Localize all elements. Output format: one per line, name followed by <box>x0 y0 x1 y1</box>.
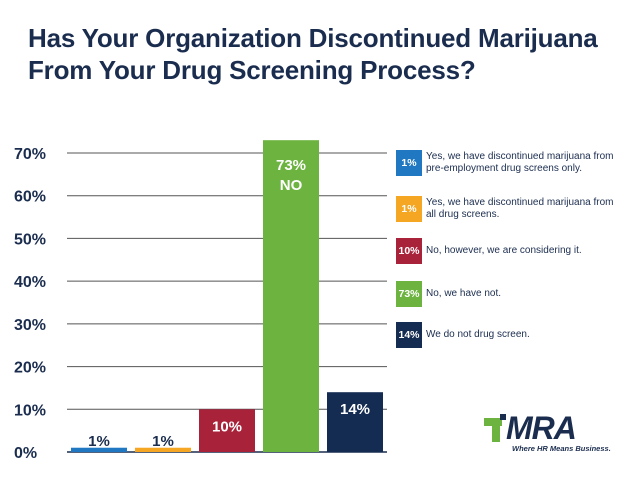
y-tick-label: 30% <box>14 317 46 334</box>
bar <box>135 447 191 452</box>
legend-badge: 73% <box>396 281 422 307</box>
bar <box>71 447 127 452</box>
logo-figure-icon <box>484 414 506 442</box>
legend-item-no-screen: 14% We do not drug screen. <box>396 322 616 348</box>
legend-badge: 14% <box>396 322 422 348</box>
bar <box>327 392 383 452</box>
legend-label: Yes, we have discontinued marijuana from… <box>426 197 614 220</box>
bar-data-label: 73% <box>276 157 306 174</box>
legend-label: Yes, we have discontinued marijuana from… <box>426 151 614 174</box>
logo-tagline: Where HR Means Business. <box>512 444 611 453</box>
y-tick-label: 50% <box>14 231 46 248</box>
legend-badge: 1% <box>396 196 422 222</box>
y-tick-label: 0% <box>14 445 37 462</box>
y-axis-ticks: 0% 10% 20% 30% 40% 50% 60% 70% <box>14 146 46 462</box>
y-tick-label: 40% <box>14 274 46 291</box>
bar <box>263 140 319 452</box>
bar-sub-label: NO <box>280 177 303 194</box>
legend-item-have-not: 73% No, we have not. <box>396 281 616 307</box>
chart-title: Has Your Organization Discontinued Marij… <box>28 23 598 85</box>
legend-label: No, however, we are considering it. <box>426 245 582 256</box>
bars <box>71 140 383 452</box>
bar-data-label: 1% <box>88 433 110 450</box>
legend-label: We do not drug screen. <box>426 329 530 340</box>
logo-wordmark: MRA <box>506 410 577 446</box>
bar-data-label: 10% <box>212 418 242 435</box>
legend-item-considering: 10% No, however, we are considering it. <box>396 238 616 264</box>
legend-badge: 1% <box>396 150 422 176</box>
y-tick-label: 70% <box>14 146 46 163</box>
legend-item-all-screens: 1% Yes, we have discontinued marijuana f… <box>396 196 616 222</box>
legend-badge: 10% <box>396 238 422 264</box>
bar-data-label: 1% <box>152 433 174 450</box>
mra-logo: MRA Where HR Means Business. <box>484 410 611 456</box>
bar-data-label: 14% <box>340 401 370 418</box>
bar-labels: 1% 1% 10% 73% NO 14% <box>88 157 370 450</box>
bar <box>199 409 255 452</box>
y-tick-label: 10% <box>14 402 46 419</box>
legend-item-preemployment: 1% Yes, we have discontinued marijuana f… <box>396 150 616 176</box>
y-tick-label: 20% <box>14 360 46 377</box>
legend-label: No, we have not. <box>426 288 502 299</box>
y-tick-label: 60% <box>14 189 46 206</box>
